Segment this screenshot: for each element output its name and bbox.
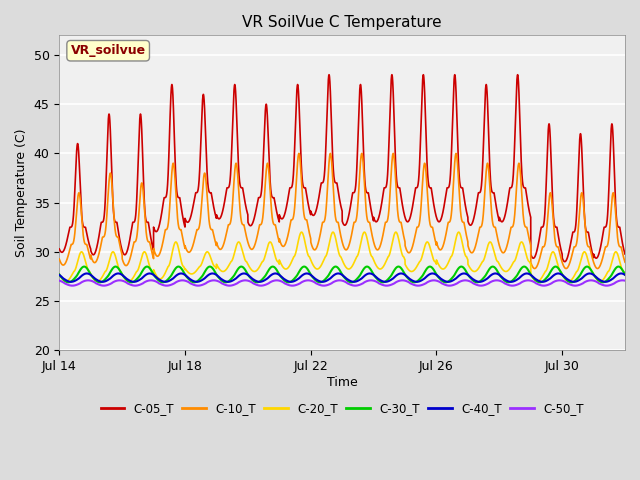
Title: VR SoilVue C Temperature: VR SoilVue C Temperature	[243, 15, 442, 30]
Legend: C-05_T, C-10_T, C-20_T, C-30_T, C-40_T, C-50_T: C-05_T, C-10_T, C-20_T, C-30_T, C-40_T, …	[96, 397, 588, 420]
Text: VR_soilvue: VR_soilvue	[70, 44, 146, 57]
Y-axis label: Soil Temperature (C): Soil Temperature (C)	[15, 129, 28, 257]
X-axis label: Time: Time	[327, 376, 358, 389]
